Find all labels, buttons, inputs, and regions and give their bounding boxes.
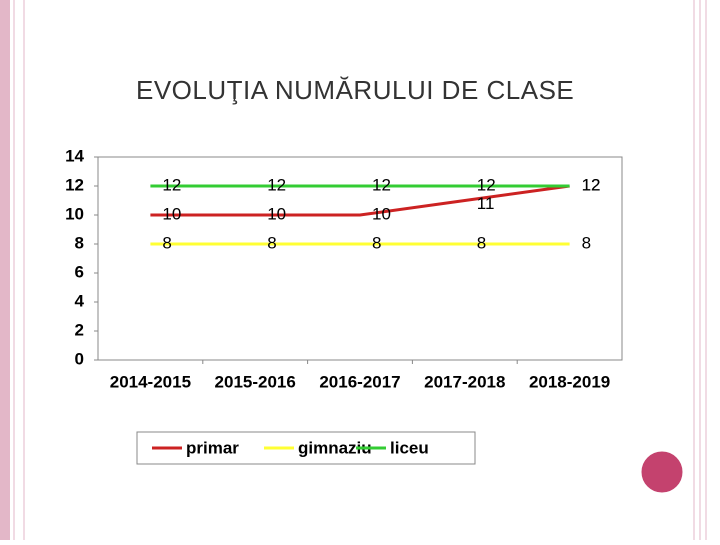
left-band: [0, 0, 10, 540]
data-label: 12: [372, 175, 391, 194]
data-label: 8: [162, 233, 171, 252]
data-label: 12: [582, 175, 601, 194]
y-tick-label: 8: [75, 233, 84, 252]
y-tick-label: 12: [65, 175, 84, 194]
x-tick-label: 2016-2017: [319, 372, 400, 391]
plot-frame: [97, 156, 623, 361]
data-label: 8: [477, 233, 486, 252]
y-tick-label: 10: [65, 204, 84, 223]
x-tick-label: 2014-2015: [110, 372, 191, 391]
legend-box: [136, 431, 476, 465]
y-tick-label: 0: [75, 349, 84, 368]
data-label: 10: [267, 204, 286, 223]
x-tick-label: 2018-2019: [529, 372, 610, 391]
legend-label: liceu: [390, 438, 429, 457]
data-label: 12: [477, 175, 496, 194]
x-tick-label: 2017-2018: [424, 372, 505, 391]
data-label: 8: [267, 233, 276, 252]
legend-label: primar: [186, 438, 239, 457]
y-tick-label: 4: [75, 291, 85, 310]
y-tick-label: 2: [75, 320, 84, 339]
legend-label: gimnaziu: [298, 438, 372, 457]
data-label: 12: [162, 175, 181, 194]
data-label: 8: [582, 233, 591, 252]
data-label: 12: [267, 175, 286, 194]
y-tick-label: 14: [65, 146, 84, 165]
data-label: 12: [582, 175, 601, 194]
data-label: 10: [162, 204, 181, 223]
x-tick-label: 2015-2016: [215, 372, 296, 391]
decor-circle: [638, 448, 686, 496]
data-label: 11: [477, 194, 495, 213]
series-line: [150, 184, 570, 217]
data-label: 10: [372, 204, 391, 223]
y-tick-label: 6: [75, 262, 84, 281]
slide-title: EVOLUŢIA NUMĂRULUI DE CLASE: [136, 75, 574, 105]
data-label: 8: [372, 233, 381, 252]
